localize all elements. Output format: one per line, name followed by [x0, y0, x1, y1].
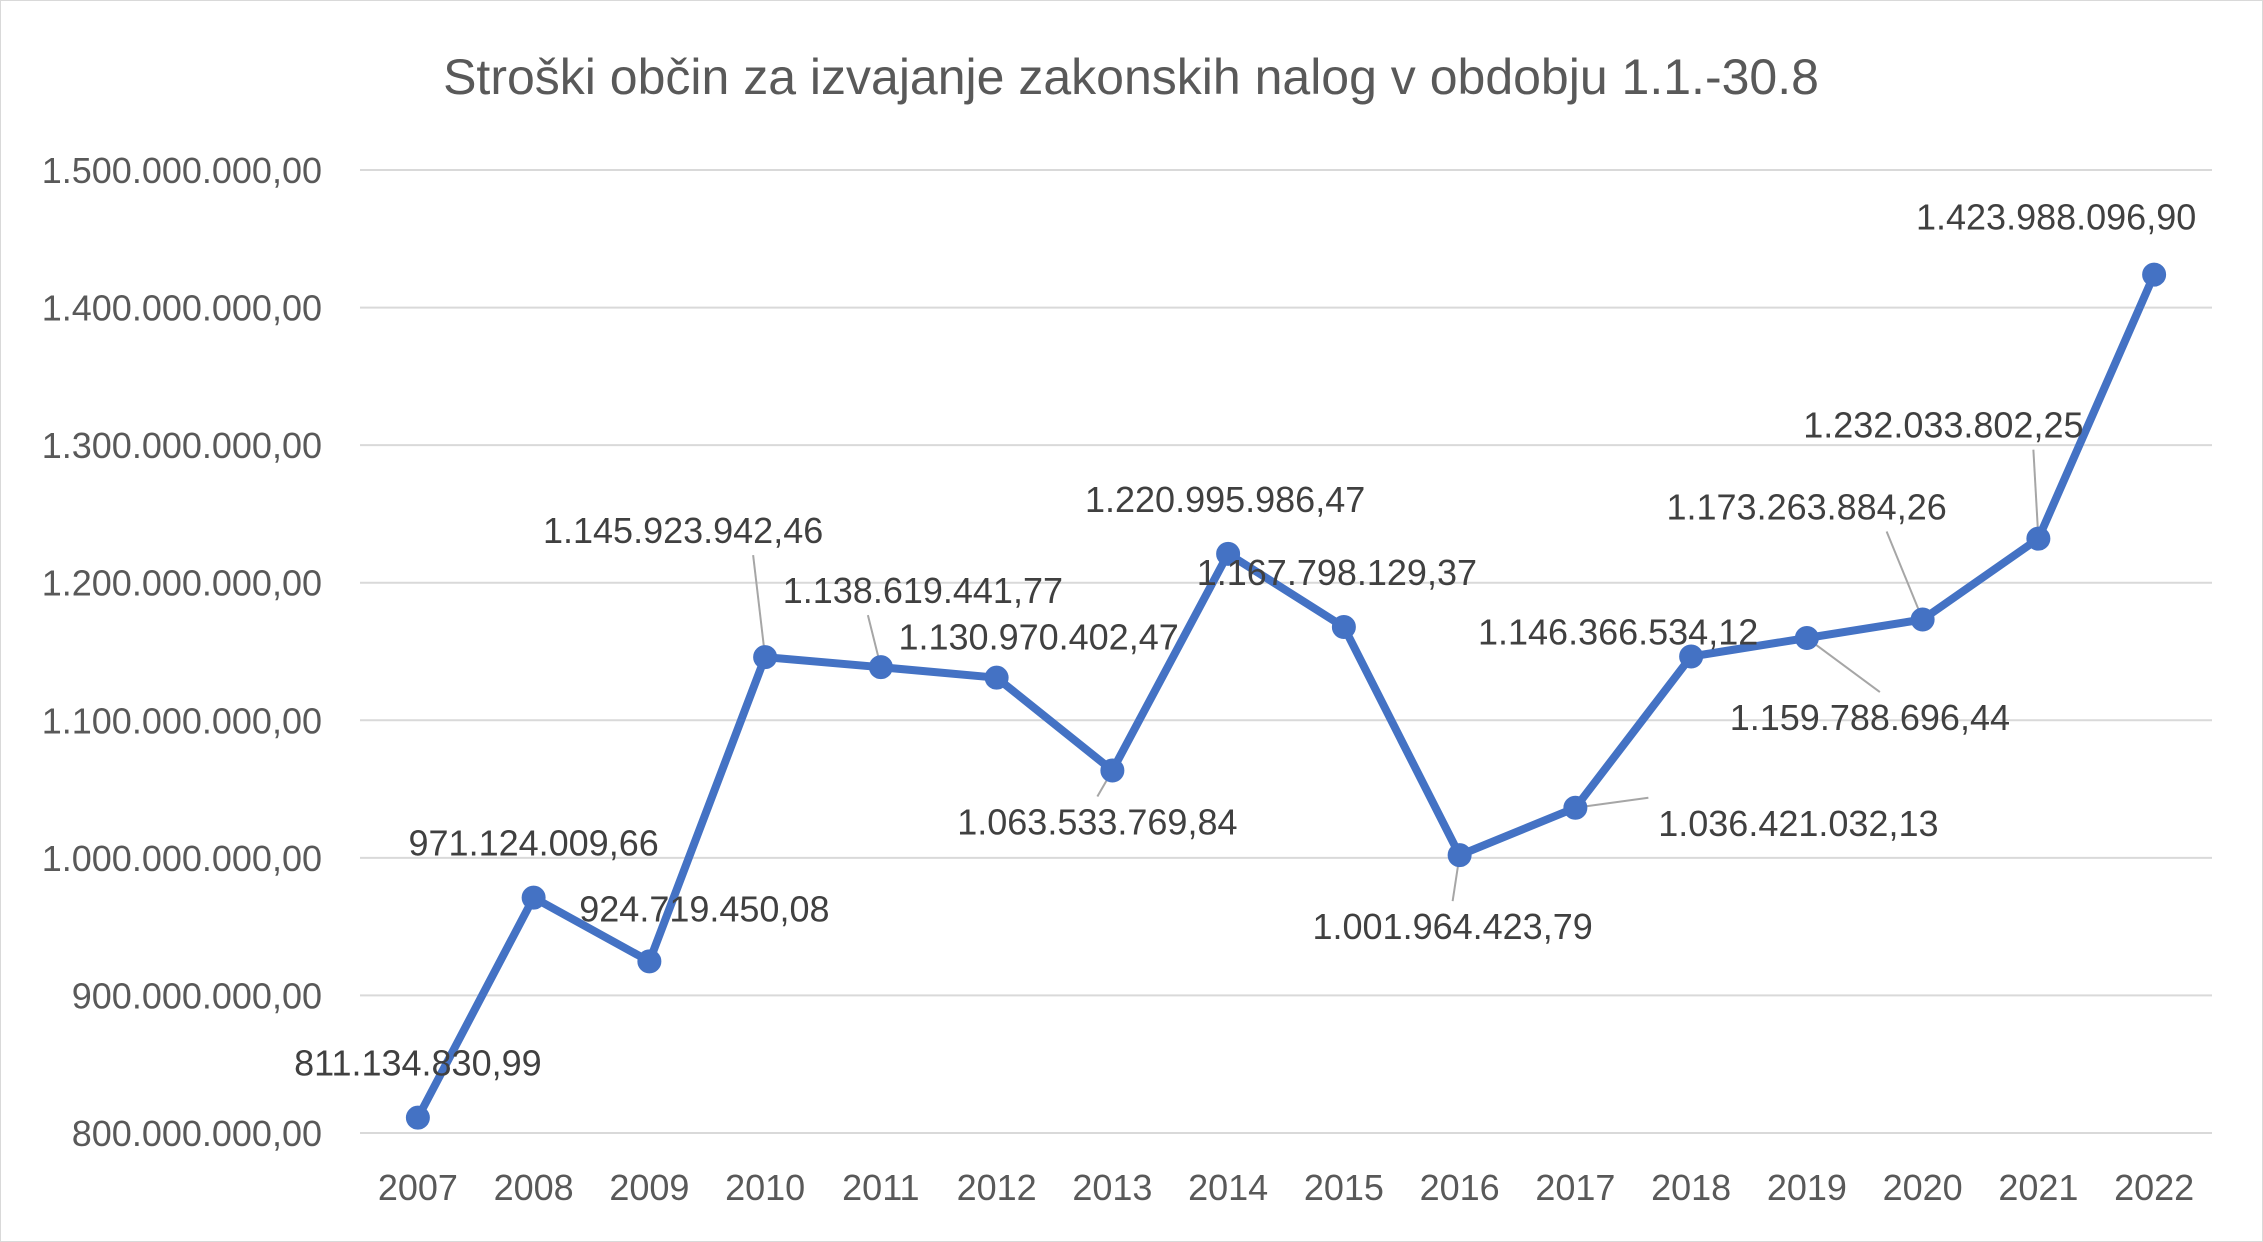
data-point: [1563, 795, 1588, 820]
x-tick-label: 2020: [1883, 1167, 1963, 1208]
x-tick-label: 2013: [1072, 1167, 1152, 1208]
data-points: [405, 262, 2167, 1130]
data-point: [1447, 843, 1472, 868]
x-tick-label: 2022: [2114, 1167, 2194, 1208]
data-label: 1.167.798.129,37: [1197, 552, 1477, 593]
data-label: 1.130.970.402,47: [898, 617, 1178, 658]
data-label: 811.134.830,99: [294, 1043, 542, 1084]
x-tick-label: 2019: [1767, 1167, 1847, 1208]
data-label: 1.036.421.032,13: [1658, 803, 1938, 844]
data-point: [984, 665, 1009, 690]
y-tick-label: 1.100.000.000,00: [42, 700, 322, 741]
x-tick-label: 2009: [609, 1167, 689, 1208]
data-point: [2026, 526, 2051, 551]
leader-line: [1806, 637, 1881, 693]
data-label: 1.145.923.942,46: [543, 510, 823, 551]
chart-title: Stroški občin za izvajanje zakonskih nal…: [443, 49, 1819, 105]
data-label: 1.146.366.534,12: [1478, 611, 1758, 652]
data-label: 1.232.033.802,25: [1803, 405, 2083, 446]
data-label: 971.124.009,66: [409, 823, 659, 864]
leader-line: [1885, 531, 1924, 620]
x-tick-label: 2015: [1304, 1167, 1384, 1208]
x-tick-label: 2010: [725, 1167, 805, 1208]
data-point: [405, 1105, 430, 1130]
x-tick-label: 2021: [1998, 1167, 2078, 1208]
x-tick-label: 2018: [1651, 1167, 1731, 1208]
data-label: 1.138.619.441,77: [783, 570, 1063, 611]
series-line: [413, 270, 2159, 1122]
data-point: [1100, 758, 1125, 783]
data-point: [521, 885, 546, 910]
data-point: [637, 949, 662, 974]
data-point: [1910, 607, 1935, 632]
data-point: [2142, 262, 2167, 287]
y-tick-label: 900.000.000,00: [72, 975, 322, 1016]
y-tick-label: 800.000.000,00: [72, 1113, 322, 1154]
y-tick-label: 1.200.000.000,00: [42, 563, 322, 604]
leader-line: [752, 554, 767, 658]
data-label: 1.001.964.423,79: [1312, 906, 1592, 947]
y-axis-labels: 800.000.000,00 900.000.000,00 1.000.000.00…: [42, 150, 322, 1154]
data-label: 1.159.788.696,44: [1730, 697, 2010, 738]
data-point: [868, 655, 893, 680]
leader-line: [1575, 796, 1649, 809]
y-tick-label: 1.000.000.000,00: [42, 838, 322, 879]
data-label: 1.063.533.769,84: [957, 801, 1237, 842]
y-tick-label: 1.400.000.000,00: [42, 288, 322, 329]
data-label: 1.173.263.884,26: [1666, 486, 1946, 527]
data-point: [1216, 541, 1241, 566]
x-tick-label: 2016: [1420, 1167, 1500, 1208]
x-axis-labels: 2007 2008 2009 2010 2011 2012 2013 2014 2015 2016…: [378, 1167, 2194, 1208]
data-label: 1.423.988.096,90: [1916, 197, 2196, 238]
x-tick-label: 2011: [842, 1167, 919, 1208]
data-point: [1679, 644, 1704, 669]
leader-line: [2032, 449, 2040, 539]
data-point: [1794, 626, 1819, 651]
x-tick-label: 2014: [1188, 1167, 1268, 1208]
data-labels: 811.134.830,99 971.124.009,66 924.719.450,…: [294, 197, 2196, 1084]
x-tick-label: 2008: [494, 1167, 574, 1208]
data-point: [753, 645, 778, 670]
y-tick-label: 1.500.000.000,00: [42, 150, 322, 191]
x-tick-label: 2007: [378, 1167, 458, 1208]
data-label: 924.719.450,08: [579, 888, 829, 929]
x-tick-label: 2017: [1535, 1167, 1615, 1208]
data-point: [1331, 615, 1356, 640]
y-tick-label: 1.300.000.000,00: [42, 425, 322, 466]
gridlines: [360, 169, 2212, 1134]
x-tick-label: 2012: [957, 1167, 1037, 1208]
data-label: 1.220.995.986,47: [1085, 479, 1365, 520]
